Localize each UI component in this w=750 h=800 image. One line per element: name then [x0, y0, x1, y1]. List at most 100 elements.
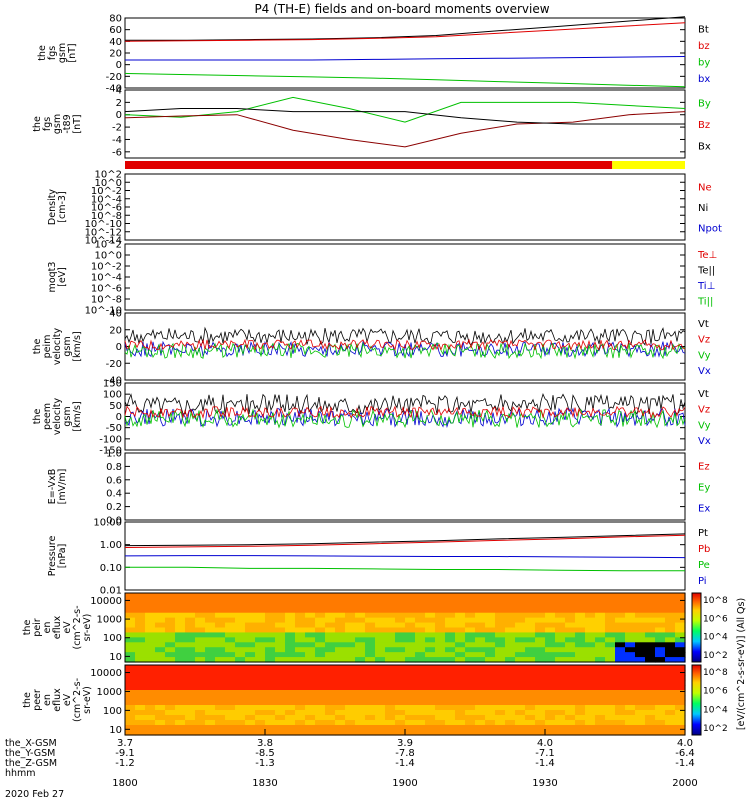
heatmap-cell: [445, 675, 456, 681]
heatmap-cell: [215, 627, 226, 634]
heatmap-cell: [255, 652, 266, 658]
heatmap-cell: [255, 705, 266, 711]
heatmap-cell: [285, 607, 296, 614]
heatmap-cell: [215, 622, 226, 629]
heatmap-cell: [555, 637, 566, 643]
heatmap-cell: [255, 700, 266, 706]
heatmap-cell: [555, 690, 566, 696]
heatmap-cell: [665, 670, 676, 676]
heatmap-cell: [165, 657, 176, 663]
heatmap-cell: [405, 680, 416, 686]
y-tick-label: 0.4: [106, 489, 122, 500]
heatmap-cell: [525, 602, 536, 609]
heatmap-cell: [265, 685, 276, 691]
x-row-value: -1.4: [675, 758, 695, 769]
heatmap-cell: [565, 602, 576, 609]
y-tick-label: 10^-2: [91, 186, 122, 197]
heatmap-cell: [355, 637, 366, 643]
heatmap-cell: [555, 642, 566, 648]
heatmap-cell: [165, 715, 176, 721]
heatmap-cell: [345, 642, 356, 648]
heatmap-cell: [315, 665, 326, 671]
heatmap-cell: [305, 665, 316, 671]
heatmap-cell: [245, 675, 256, 681]
legend-entry: by: [698, 57, 710, 68]
heatmap-cell: [385, 617, 396, 624]
heatmap-cell: [615, 730, 626, 736]
heatmap-cell: [655, 632, 666, 638]
heatmap-cell: [285, 657, 296, 663]
heatmap-cell: [235, 695, 246, 701]
heatmap-cell: [365, 725, 376, 731]
heatmap-cell: [325, 730, 336, 736]
heatmap-cell: [125, 705, 136, 711]
heatmap-cell: [275, 637, 286, 643]
heatmap-cell: [505, 647, 516, 653]
heatmap-cell: [325, 700, 336, 706]
heatmap-cell: [435, 617, 446, 624]
heatmap-cell: [235, 710, 246, 716]
heatmap-cell: [485, 622, 496, 629]
heatmap-cell: [465, 642, 476, 648]
heatmap-cell: [275, 725, 286, 731]
heatmap-cell: [425, 670, 436, 676]
heatmap-cell: [365, 657, 376, 663]
heatmap-cell: [375, 695, 386, 701]
heatmap-cell: [145, 652, 156, 658]
heatmap-cell: [125, 637, 136, 643]
heatmap-cell: [545, 685, 556, 691]
heatmap-cell: [385, 593, 396, 599]
heatmap-cell: [355, 602, 366, 609]
heatmap-cell: [165, 730, 176, 736]
heatmap-cell: [295, 670, 306, 676]
heatmap-cell: [405, 597, 416, 604]
heatmap-cell: [195, 680, 206, 686]
heatmap-cell: [595, 637, 606, 643]
heatmap-cell: [455, 725, 466, 731]
legend-entry: Vx: [698, 366, 711, 377]
heatmap-cell: [605, 597, 616, 604]
heatmap-cell: [655, 617, 666, 624]
heatmap-cell: [475, 647, 486, 653]
heatmap-cell: [545, 720, 556, 726]
heatmap-cell: [395, 637, 406, 643]
heatmap-cell: [325, 642, 336, 648]
heatmap-cell: [245, 665, 256, 671]
heatmap-cell: [355, 607, 366, 614]
heatmap-cell: [345, 617, 356, 624]
heatmap-cell: [525, 642, 536, 648]
heatmap-cell: [485, 597, 496, 604]
heatmap-cell: [615, 637, 626, 643]
heatmap-cell: [525, 715, 536, 721]
heatmap-cell: [615, 700, 626, 706]
heatmap-cell: [275, 670, 286, 676]
heatmap-cell: [435, 715, 446, 721]
heatmap-cell: [545, 730, 556, 736]
heatmap-cell: [175, 647, 186, 653]
heatmap-cell: [155, 657, 166, 663]
heatmap-cell: [605, 700, 616, 706]
heatmap-cell: [205, 730, 216, 736]
y-tick-label: 0.8: [106, 462, 122, 473]
heatmap-cell: [525, 685, 536, 691]
heatmap-cell: [435, 705, 446, 711]
heatmap-cell: [295, 602, 306, 609]
heatmap-cell: [285, 710, 296, 716]
heatmap-cell: [455, 675, 466, 681]
heatmap-cell: [525, 695, 536, 701]
heatmap-cell: [485, 647, 496, 653]
heatmap-cell: [375, 627, 386, 634]
heatmap-cell: [615, 607, 626, 614]
legend-entry: Vt: [698, 389, 709, 400]
heatmap-cell: [615, 695, 626, 701]
heatmap-cell: [365, 652, 376, 658]
heatmap-cell: [515, 617, 526, 624]
heatmap-cell: [525, 730, 536, 736]
heatmap-cell: [505, 695, 516, 701]
heatmap-cell: [165, 593, 176, 599]
heatmap-cell: [575, 730, 586, 736]
x-row-value: -7.8: [395, 748, 415, 759]
heatmap-cell: [265, 725, 276, 731]
heatmap-cell: [635, 622, 646, 629]
legend-entry: Te||: [697, 265, 715, 276]
